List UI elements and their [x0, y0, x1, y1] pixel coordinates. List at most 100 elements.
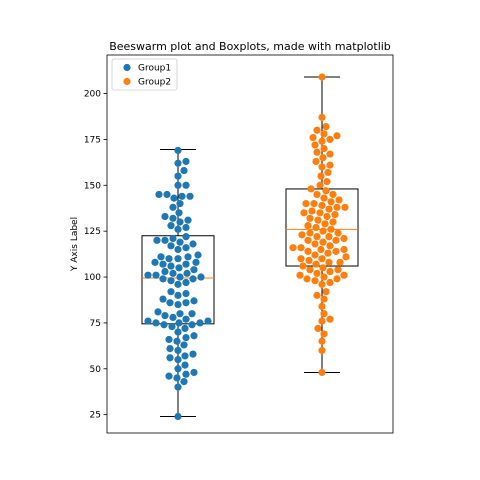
data-point — [160, 321, 168, 329]
data-point — [303, 275, 311, 283]
data-point — [174, 328, 182, 336]
data-point — [312, 260, 320, 268]
data-point — [174, 291, 182, 299]
data-point — [194, 251, 202, 259]
beeswarm-points — [144, 73, 350, 421]
data-point — [296, 271, 304, 279]
data-point — [169, 269, 177, 277]
data-point — [186, 192, 194, 200]
data-point — [333, 275, 341, 283]
data-point — [180, 341, 188, 349]
data-point — [174, 181, 182, 189]
data-point — [168, 322, 176, 331]
data-point — [173, 337, 181, 345]
data-point — [188, 310, 196, 318]
data-point — [322, 187, 330, 195]
data-point — [297, 255, 305, 263]
data-point — [318, 302, 326, 310]
data-point — [204, 317, 212, 325]
data-point — [170, 194, 178, 202]
legend-marker — [123, 63, 131, 72]
data-point — [304, 236, 312, 244]
data-point — [161, 236, 169, 244]
data-point — [152, 271, 160, 279]
data-point — [166, 299, 174, 307]
data-point — [334, 266, 342, 274]
data-point — [182, 278, 190, 287]
data-point — [182, 181, 190, 189]
data-point — [326, 278, 334, 287]
data-point — [333, 132, 341, 140]
data-point — [298, 231, 306, 239]
legend-item: Group2 — [123, 78, 171, 88]
data-point — [326, 315, 334, 323]
data-point — [190, 266, 198, 274]
data-point — [334, 229, 342, 237]
data-point — [302, 200, 310, 208]
data-point — [317, 245, 325, 254]
data-point — [320, 130, 328, 138]
data-point — [323, 178, 331, 186]
data-point — [189, 350, 197, 358]
data-point — [161, 311, 169, 320]
data-point — [174, 159, 182, 167]
data-point — [182, 223, 190, 232]
data-point — [176, 310, 184, 318]
data-point — [165, 372, 173, 380]
data-point — [176, 218, 184, 226]
data-point — [166, 344, 174, 353]
data-point — [318, 368, 326, 377]
data-point — [326, 267, 334, 276]
data-point — [144, 317, 152, 325]
data-point — [342, 253, 350, 261]
data-point — [318, 280, 326, 288]
data-point — [174, 146, 182, 155]
data-point — [182, 289, 190, 298]
data-point — [313, 190, 321, 199]
data-point — [175, 264, 183, 272]
data-point — [318, 113, 326, 121]
data-point — [174, 245, 182, 254]
data-point — [312, 223, 320, 232]
data-point — [322, 288, 330, 296]
data-point — [176, 273, 184, 281]
data-point — [289, 244, 297, 252]
data-point — [297, 244, 305, 252]
data-point — [336, 258, 344, 266]
data-point — [169, 234, 177, 243]
data-point — [306, 214, 314, 222]
data-point — [317, 172, 325, 180]
data-point — [181, 361, 189, 369]
data-point — [321, 220, 329, 228]
data-point — [182, 299, 190, 307]
data-point — [169, 313, 177, 321]
legend: Group1 Group2 — [111, 58, 178, 91]
data-point — [318, 73, 326, 81]
data-point — [167, 277, 175, 285]
data-point — [313, 148, 321, 156]
data-point — [153, 236, 161, 244]
data-point — [182, 244, 190, 252]
data-point — [196, 319, 204, 327]
data-point — [180, 378, 188, 386]
chart-title: Beeswarm plot and Boxplots, made with ma… — [109, 40, 391, 53]
legend-label: Group2 — [138, 78, 171, 88]
data-point — [305, 256, 313, 265]
legend-label: Group1 — [138, 64, 171, 74]
data-point — [174, 365, 182, 373]
data-point — [144, 271, 152, 279]
data-point — [313, 269, 321, 277]
data-point — [325, 233, 333, 241]
data-point — [340, 245, 348, 254]
data-point — [174, 356, 182, 364]
data-point — [311, 277, 319, 285]
data-point — [300, 209, 308, 217]
data-point — [159, 275, 167, 283]
data-point — [309, 133, 317, 142]
data-point — [312, 157, 320, 166]
data-point — [169, 203, 177, 211]
data-point — [181, 324, 189, 333]
data-point — [325, 205, 333, 213]
data-point — [311, 251, 319, 259]
data-point — [163, 190, 171, 199]
